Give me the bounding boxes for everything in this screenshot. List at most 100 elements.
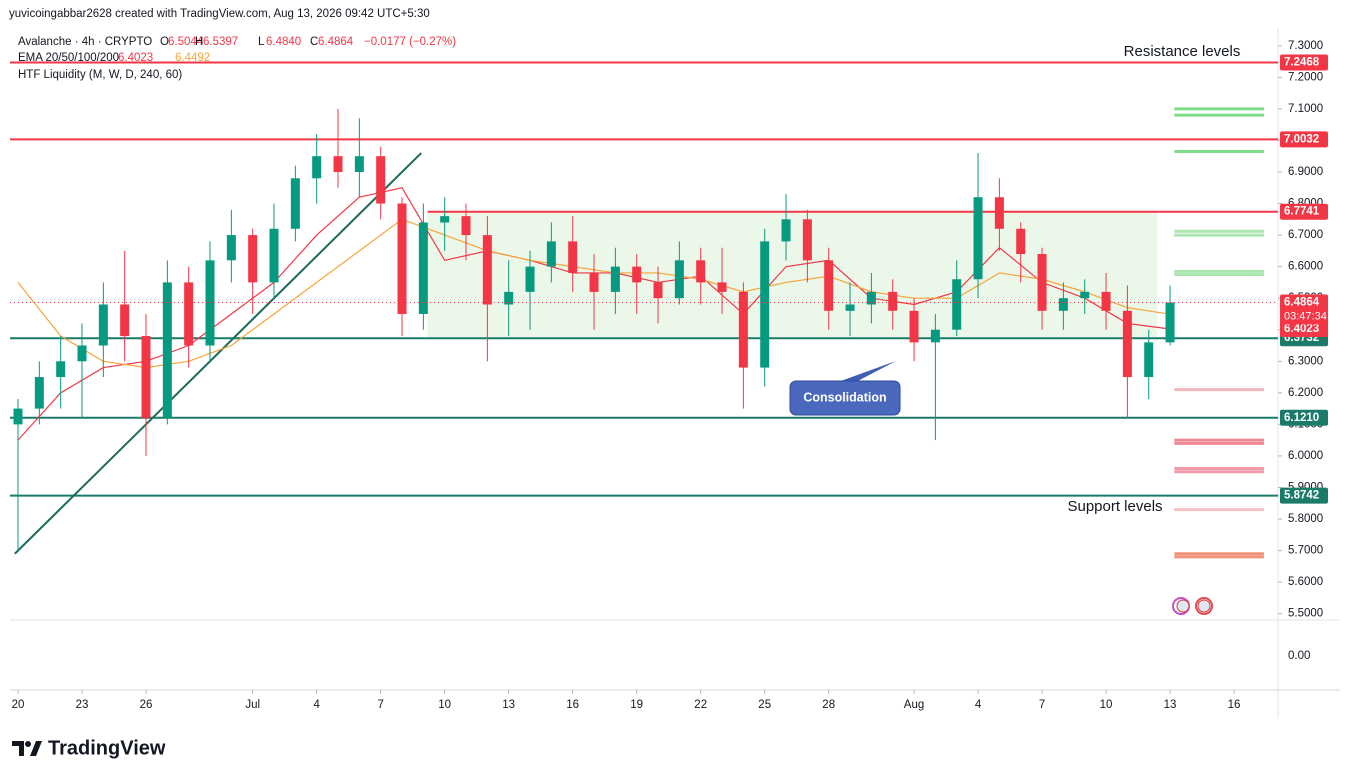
y-tick-label: 5.8000	[1288, 513, 1323, 525]
ema-value: 6.4023	[118, 52, 153, 64]
candle-body	[1016, 228, 1026, 255]
ema-value: 6.4492	[175, 52, 210, 64]
candle-body	[226, 235, 236, 261]
candle-body	[1122, 310, 1132, 378]
candle-body	[845, 304, 855, 311]
y-tick-label: 5.5000	[1288, 608, 1323, 620]
y-tick-label: 6.0000	[1288, 450, 1323, 462]
price-badge	[1280, 131, 1328, 148]
candle-body	[525, 266, 535, 292]
candle-body	[696, 260, 706, 283]
annotation: Support levels	[1067, 498, 1162, 515]
price-badge-label: 6.4864	[1284, 297, 1320, 309]
x-tick-label: 16	[566, 699, 579, 711]
candle-body	[482, 235, 492, 305]
underlay	[427, 211, 1158, 339]
x-tick-label: 22	[694, 699, 707, 711]
price-badge	[1280, 203, 1328, 220]
candle-body	[717, 282, 727, 292]
callout-pointer	[838, 361, 896, 384]
candle-body	[824, 260, 834, 311]
countdown: 03:47:34	[1284, 310, 1327, 322]
x-tick-label: 23	[76, 699, 89, 711]
ohlc-value: 6.5044	[168, 36, 204, 48]
candle-body	[738, 291, 748, 368]
price-badge	[1280, 487, 1328, 504]
annotation: Consolidation	[803, 390, 886, 404]
brand: TradingView	[48, 737, 166, 759]
y-tick-label: 6.9000	[1288, 166, 1323, 178]
candle-body	[120, 304, 130, 337]
candle-body	[13, 408, 23, 425]
ohlc-letter: C	[310, 36, 318, 48]
x-tick-label: 20	[12, 699, 25, 711]
candle-body	[77, 345, 87, 362]
candle-body	[376, 156, 386, 204]
price-badge-label: 6.7741	[1284, 206, 1320, 218]
pane-tick-label: 0.00	[1288, 650, 1310, 662]
y-tick-label: 5.7000	[1288, 545, 1323, 557]
candle-body	[312, 156, 322, 179]
candle-body	[1101, 291, 1111, 311]
x-tick-label: Aug	[904, 699, 924, 711]
x-tick-label: 13	[502, 699, 515, 711]
candle-body	[568, 241, 578, 273]
candle-body	[930, 329, 940, 343]
candle-body	[354, 156, 364, 172]
y-tick-label: 6.6000	[1288, 261, 1323, 273]
candle-body	[760, 241, 770, 368]
candle-body	[866, 291, 876, 305]
candle-body	[674, 260, 684, 299]
y-tick-label: 5.6000	[1288, 576, 1323, 588]
candle-body	[56, 361, 66, 378]
y-tick-label: 6.3000	[1288, 355, 1323, 367]
candle-body	[546, 241, 556, 267]
price-badge-label: 7.0032	[1284, 133, 1319, 145]
ohlc-value: 6.5397	[203, 36, 238, 48]
price-badge-label: 5.8742	[1284, 490, 1319, 502]
candle-body	[888, 291, 898, 311]
callout-box	[789, 380, 901, 416]
x-tick-label: 7	[1039, 699, 1045, 711]
candle-body	[610, 266, 620, 292]
candle-body	[1080, 291, 1090, 299]
y-tick-label: 7.3000	[1288, 40, 1323, 52]
price-badge	[1280, 54, 1328, 71]
candle-body	[418, 222, 428, 314]
change: −0.0177 (−0.27%)	[364, 36, 456, 48]
y-tick-label: 6.2000	[1288, 387, 1323, 399]
price-badge	[1280, 321, 1328, 338]
y-tick-label: 7.2000	[1288, 71, 1323, 83]
x-tick-label: 25	[758, 699, 771, 711]
y-tick-label: 6.7000	[1288, 229, 1323, 241]
ema-name: EMA 20/50/100/200	[18, 52, 119, 64]
candle-body	[632, 266, 642, 283]
candle-body	[781, 219, 791, 242]
candle-body	[461, 216, 471, 236]
ohlc-value: 6.4864	[318, 36, 354, 48]
event-icons	[1172, 597, 1213, 615]
x-tick-label: 13	[1164, 699, 1177, 711]
logo	[12, 741, 42, 756]
x-tick-label: 4	[975, 699, 982, 711]
candle-body	[973, 197, 983, 280]
x-tick-label: 19	[630, 699, 643, 711]
candle-body	[504, 291, 514, 305]
candle-body	[290, 178, 300, 229]
trendline	[14, 152, 422, 555]
symbol: Avalanche · 4h · CRYPTO	[18, 36, 152, 48]
candle-body	[34, 377, 44, 409]
price-badge-label: 6.4023	[1284, 323, 1319, 335]
ohlc-letter: H	[195, 36, 203, 48]
x-tick-label: 26	[140, 699, 153, 711]
candle-body	[1058, 298, 1068, 311]
price-badge-label: 6.1210	[1284, 412, 1319, 424]
ohlc-value: 6.4840	[266, 36, 301, 48]
candle-body	[1144, 342, 1154, 378]
price-badge-label: 7.2468	[1284, 57, 1320, 69]
credit: yuvicoingabbar2628 created with TradingV…	[9, 8, 430, 20]
price-badge	[1280, 294, 1328, 325]
indicator-name: HTF Liquidity (M, W, D, 240, 60)	[18, 69, 182, 81]
candle-body	[653, 282, 663, 299]
